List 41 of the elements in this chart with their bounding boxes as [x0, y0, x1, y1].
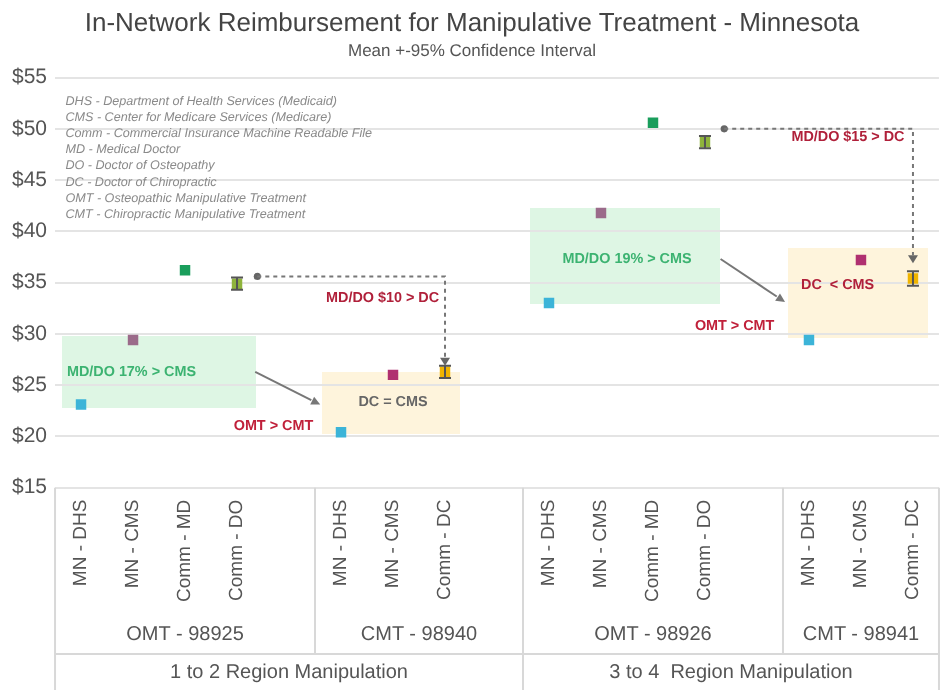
point [543, 297, 555, 309]
y-tick-label: $50 [11, 116, 48, 141]
x-tick-label: MN - DHS [70, 499, 93, 587]
point [387, 369, 399, 381]
x-tick-label: MN - DHS [538, 499, 561, 587]
point [179, 265, 191, 276]
x-tick-label: Comm - DO [226, 499, 249, 601]
x-tick-label: Comm - MD [642, 499, 665, 603]
x-tick-label: MN - DHS [330, 499, 353, 587]
x-tick-label: MN - CMS [122, 499, 145, 589]
text: OMT - 98925 [126, 623, 245, 646]
x-tick-label: Comm - DC [902, 499, 925, 600]
text: CMT - 98940 [360, 623, 479, 646]
chart-title: In-Network Reimbursement for Manipulative Treatment - Minnesota [84, 6, 861, 37]
x-tick-label: Comm - DC [434, 499, 457, 600]
x-tick-label: Comm - DO [694, 499, 717, 601]
text: 1 to 2 Region Manipulation [170, 661, 408, 684]
y-tick-label: $20 [11, 424, 48, 449]
x-tick-label: MN - DHS [798, 499, 821, 587]
y-tick-label: $40 [11, 219, 48, 244]
text: 3 to 4 Region Manipulation [609, 661, 853, 684]
x-tick-label: MN - CMS [382, 499, 405, 589]
point [335, 427, 347, 438]
text: OMT - 98926 [594, 623, 713, 646]
point [127, 334, 139, 346]
point [647, 117, 659, 128]
point [803, 334, 815, 346]
x-tick-label: Comm - MD [174, 499, 197, 603]
y-tick-label: $55 [11, 65, 48, 90]
x-tick-label: MN - CMS [850, 499, 873, 589]
y-tick-label: $35 [11, 270, 48, 295]
point [595, 207, 607, 219]
y-tick-label: $25 [11, 372, 48, 397]
y-tick-label: $45 [11, 167, 48, 192]
point [75, 399, 87, 410]
x-tick-label: MN - CMS [590, 499, 613, 589]
chart-subtitle: Mean +-95% Confidence Interval [347, 40, 597, 61]
text: CMT - 98941 [802, 623, 921, 646]
y-tick-label: $30 [11, 321, 48, 346]
point [855, 254, 867, 266]
y-tick-label: $15 [11, 475, 48, 500]
